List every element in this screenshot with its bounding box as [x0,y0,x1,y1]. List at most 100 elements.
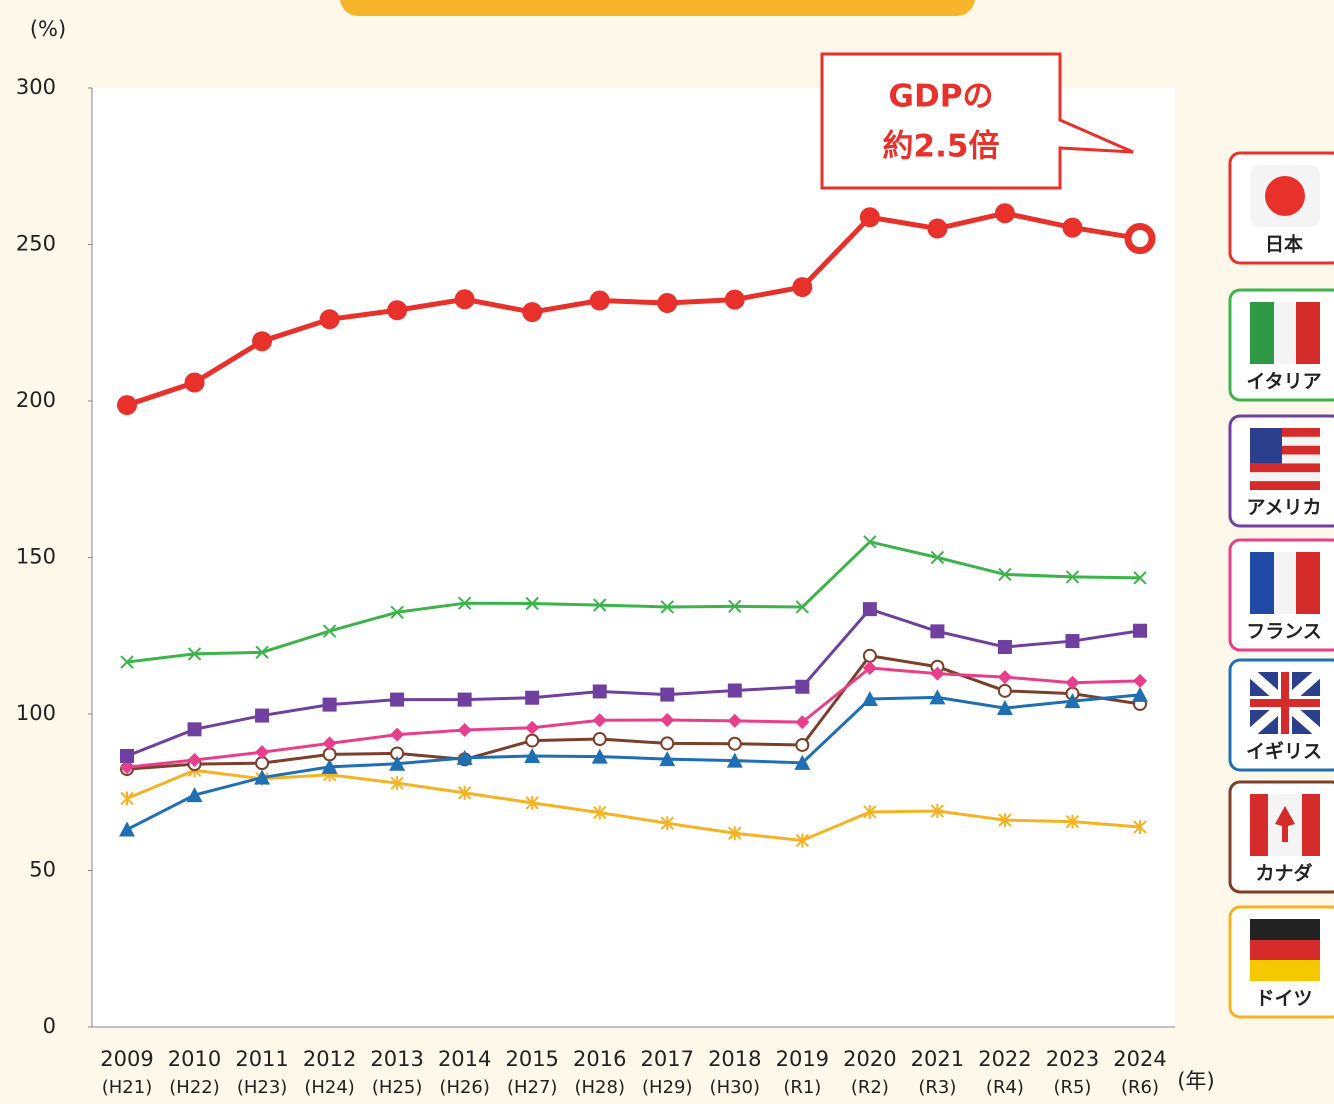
flag [1250,552,1274,614]
legend-item: イタリア [1228,288,1334,402]
marker [255,708,270,723]
flag [1250,960,1320,981]
legend-label: ドイツ [1255,988,1312,1010]
flag [1250,454,1320,464]
y-tick-label: 100 [16,701,56,725]
flag [1250,436,1320,446]
marker [1065,634,1080,649]
marker [998,567,1012,582]
marker [862,602,877,617]
flag [1250,472,1320,482]
flag [1274,552,1296,614]
flag [1296,302,1320,364]
marker [457,722,472,737]
marker [390,692,405,707]
marker [1065,675,1080,690]
marker [1124,223,1156,255]
x-tick-label: (R2) [851,1077,889,1098]
legend-label: 日本 [1265,233,1303,256]
marker [795,679,810,694]
marker [390,727,405,742]
legend-label: アメリカ [1246,497,1321,519]
x-tick-label: (R6) [1121,1077,1159,1098]
marker [252,331,273,352]
flag [1275,806,1295,842]
series-line [126,654,1141,771]
y-tick-label: 300 [16,75,56,99]
annotation: 約2.5倍 [883,129,1000,165]
marker [660,687,675,702]
marker [457,596,472,610]
marker [927,218,948,239]
x-tick-label: (H28) [574,1077,624,1098]
legend-item: フランス [1228,538,1334,652]
legend-item: イギリス [1228,658,1334,772]
marker [728,826,742,841]
marker [593,805,607,820]
marker [454,289,475,310]
annotation: GDPの [889,79,994,115]
marker [592,684,607,699]
marker [996,700,1013,716]
marker [187,722,202,737]
marker [390,776,404,791]
marker [728,599,742,614]
x-tick-label: 2016 [573,1047,626,1071]
x-axis-label: (年) [1177,1069,1214,1093]
marker [1132,686,1148,702]
marker [591,748,608,764]
flag [1250,463,1320,473]
flag [1250,428,1282,464]
x-tick-label: 2015 [505,1047,558,1071]
y-axis-label: (%) [30,17,66,41]
legend-item: 日本 [1228,151,1334,265]
y-tick-label: 150 [16,545,56,569]
marker [322,736,337,751]
marker [859,207,880,228]
marker [1065,570,1080,584]
x-tick-label: (H30) [710,1077,760,1098]
flag [1250,302,1274,364]
marker [589,290,610,311]
x-tick-label: 2019 [776,1047,829,1071]
x-tick-label: (R4) [986,1077,1024,1098]
marker [1064,693,1081,709]
marker [863,535,877,549]
x-tick-label: 2013 [370,1047,423,1071]
x-tick-label: 2020 [843,1047,896,1071]
marker [795,833,810,848]
marker [930,550,945,565]
marker [792,277,813,298]
marker [657,293,678,314]
marker [390,605,404,619]
series-line [126,607,1141,758]
marker [795,737,810,752]
series-line [126,540,1141,664]
flag [1250,940,1320,960]
x-tick-label: (R5) [1053,1077,1091,1098]
x-tick-label: (H27) [507,1077,557,1098]
x-tick-label: 2022 [978,1047,1031,1071]
legend-label: カナダ [1255,862,1312,885]
marker [593,598,607,612]
marker [727,683,742,698]
marker [794,754,811,770]
banner [340,0,975,16]
marker [1133,819,1147,834]
x-tick-label: 2023 [1046,1047,1099,1071]
marker [457,785,472,800]
x-tick-label: 2010 [168,1047,221,1071]
y-tick-label: 50 [29,858,56,882]
marker [525,795,539,810]
x-tick-label: (H22) [169,1077,219,1098]
x-tick-label: 2021 [911,1047,964,1071]
marker [456,749,473,765]
marker [184,372,205,393]
marker [322,624,337,638]
marker [1062,217,1083,238]
plot-area [92,88,1175,1027]
marker [255,645,269,660]
marker [997,683,1012,698]
marker [457,692,472,707]
